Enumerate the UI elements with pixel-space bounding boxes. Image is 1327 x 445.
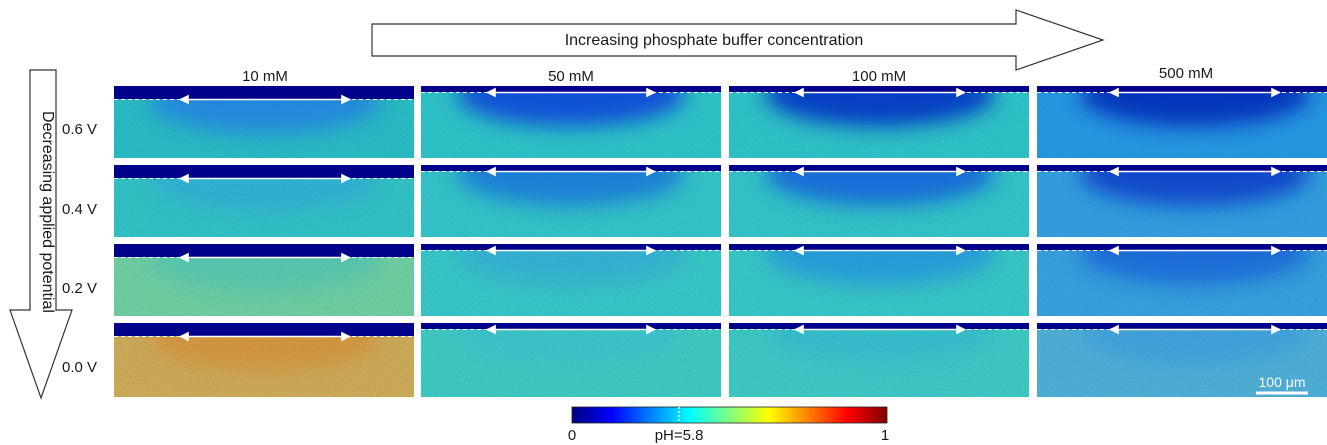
colorbar-max-label: 1 [881, 427, 889, 444]
electrode-band [1037, 244, 1327, 250]
electrode-band [421, 165, 721, 171]
electrode-band [114, 244, 414, 257]
electrode-band [421, 244, 721, 250]
colorbar-mid-label: pH=5.8 [655, 427, 704, 444]
column-label-500mm: 500 mM [1159, 65, 1213, 82]
column-label-10mm: 10 mM [242, 68, 288, 85]
left-arrow-label: Decreasing applied potential [39, 111, 56, 313]
ph-map-panel-r3-c3 [729, 244, 1029, 316]
top-arrow-shape [371, 9, 1105, 71]
ph-map-panel-r1-c4 [1037, 86, 1327, 158]
colorbar-min-label: 0 [568, 427, 576, 444]
row-label-0-6v: 0.6 V [62, 121, 97, 138]
electrode-band [1037, 86, 1327, 92]
panel-noise [421, 244, 721, 316]
panel-noise [729, 165, 1029, 237]
panel-noise [421, 86, 721, 158]
row-label-0-4v: 0.4 V [62, 201, 97, 218]
ph-map-panel-r4-c2 [421, 323, 721, 397]
left-arrow-shape [9, 69, 73, 400]
ph-map-grid [114, 86, 1327, 397]
column-label-50mm: 50 mM [548, 68, 594, 85]
ph-map-panel-r3-c4 [1037, 244, 1327, 316]
ph-map-panel-r4-c3 [729, 323, 1029, 397]
colorbar: 0 pH=5.8 1 [568, 406, 889, 444]
electrode-band [114, 86, 414, 99]
panel-noise [1037, 165, 1327, 237]
row-label-0-0v: 0.0 V [62, 359, 97, 376]
ph-map-panel-r1-c2 [421, 86, 721, 158]
electrode-band [729, 165, 1029, 171]
electrode-band [421, 86, 721, 92]
electrode-band [1037, 165, 1327, 171]
electrode-band [421, 323, 721, 329]
ph-map-panel-r3-c1 [114, 244, 414, 316]
ph-map-panel-r2-c3 [729, 165, 1029, 237]
column-labels: 10 mM 50 mM 100 mM 500 mM [242, 65, 1213, 85]
panel-noise [729, 323, 1029, 397]
electrode-band [729, 86, 1029, 92]
electrode-band [114, 165, 414, 178]
electrode-band [1037, 323, 1327, 329]
ph-map-panel-r2-c2 [421, 165, 721, 237]
electrode-band [114, 323, 414, 336]
ph-map-panel-r3-c2 [421, 244, 721, 316]
column-label-100mm: 100 mM [852, 68, 906, 85]
ph-map-panel-r4-c4 [1037, 323, 1327, 397]
colorbar-gradient [571, 406, 888, 424]
row-label-0-2v: 0.2 V [62, 280, 97, 297]
panel-noise [1037, 244, 1327, 316]
ph-map-panel-r1-c3 [729, 86, 1029, 158]
panel-noise [1037, 86, 1327, 158]
top-arrow-label: Increasing phosphate buffer concentratio… [565, 32, 864, 49]
ph-map-panel-r2-c1 [114, 165, 414, 237]
left-arrow: Decreasing applied potential [9, 69, 73, 400]
scale-bar: 100 μm [1256, 374, 1308, 395]
electrode-band [729, 323, 1029, 329]
panel-noise [421, 165, 721, 237]
ph-map-panel-r2-c4 [1037, 165, 1327, 237]
panel-noise [421, 323, 721, 397]
panel-noise [729, 244, 1029, 316]
row-labels: 0.6 V 0.4 V 0.2 V 0.0 V [62, 121, 97, 376]
panel-noise [1037, 323, 1327, 397]
top-arrow: Increasing phosphate buffer concentratio… [371, 9, 1105, 71]
panel-noise [729, 86, 1029, 158]
ph-map-panel-r4-c1 [114, 323, 414, 397]
electrode-band [729, 244, 1029, 250]
scale-bar-label: 100 μm [1259, 374, 1306, 390]
ph-map-panel-r1-c1 [114, 86, 414, 158]
